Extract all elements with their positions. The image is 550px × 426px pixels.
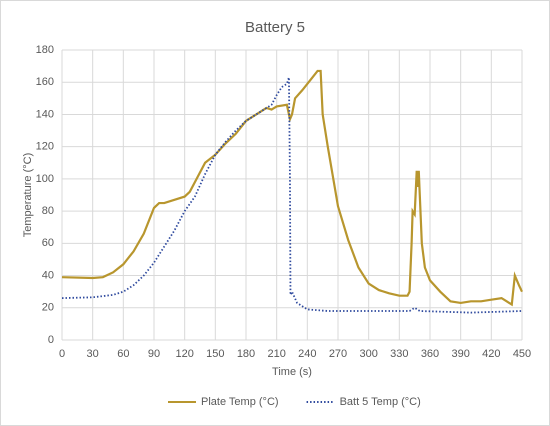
- y-tick-label: 80: [42, 205, 54, 217]
- y-tick-label: 60: [42, 237, 54, 249]
- y-axis-label: Temperature (°C): [22, 153, 34, 237]
- x-tick-label: 390: [451, 348, 469, 360]
- y-tick-label: 120: [36, 141, 54, 153]
- x-tick-label: 120: [175, 348, 193, 360]
- y-tick-label: 20: [42, 302, 54, 314]
- x-tick-label: 420: [482, 348, 500, 360]
- x-tick-label: 330: [390, 348, 408, 360]
- x-tick-label: 180: [237, 348, 255, 360]
- data-line: [61, 69, 523, 307]
- x-tick-label: 240: [298, 348, 316, 360]
- data-line: [61, 77, 523, 314]
- x-tick-label: 60: [117, 348, 129, 360]
- y-tick-label: 40: [42, 269, 54, 281]
- x-tick-label: 300: [359, 348, 377, 360]
- x-tick-label: 150: [206, 348, 224, 360]
- y-tick-label: 100: [36, 173, 54, 185]
- x-tick-label: 450: [513, 348, 531, 360]
- legend-label: Plate Temp (°C): [201, 396, 279, 408]
- x-tick-label: 210: [267, 348, 285, 360]
- x-tick-label: 360: [421, 348, 439, 360]
- chart-title: Battery 5: [245, 19, 305, 36]
- y-tick-label: 160: [36, 76, 54, 88]
- x-tick-label: 270: [329, 348, 347, 360]
- y-tick-label: 0: [48, 334, 54, 346]
- x-axis-label: Time (s): [272, 366, 312, 378]
- legend-label: Batt 5 Temp (°C): [340, 396, 421, 408]
- x-tick-label: 30: [87, 348, 99, 360]
- y-tick-label: 180: [36, 44, 54, 56]
- y-tick-label: 140: [36, 108, 54, 120]
- x-tick-label: 90: [148, 348, 160, 360]
- x-tick-label: 0: [59, 348, 65, 360]
